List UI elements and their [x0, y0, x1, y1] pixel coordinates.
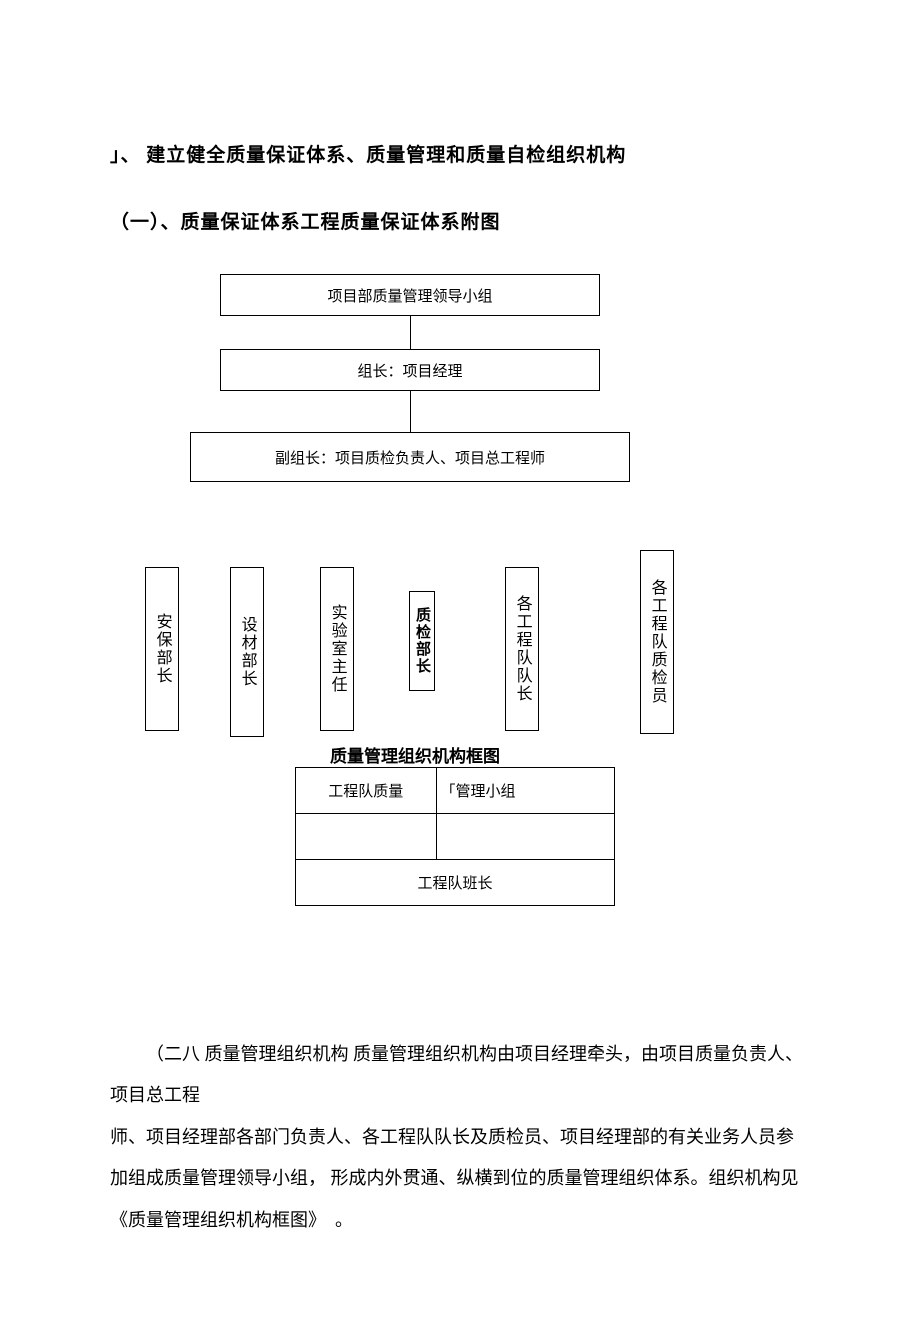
heading-1: 」、 建立健全质量保证体系、质量管理和质量自检组织机构 [110, 140, 810, 167]
dept-box-v4: 质检部长 [409, 591, 435, 691]
sub-table: 工程队质量「管理小组工程队班长 [295, 767, 615, 906]
org-box-box3: 副组长：项目质检负责人、项目总工程师 [190, 432, 630, 482]
connector-1 [410, 391, 411, 432]
chart-subtitle: 质量管理组织机构框图 [330, 742, 500, 767]
org-box-box1: 项目部质量管理领导小组 [220, 274, 600, 316]
table-cell [296, 814, 437, 860]
org-box-box2: 组长：项目经理 [220, 349, 600, 391]
body-text: （二八 质量管理组织机构 质量管理组织机构由项目经理牵头，由项目质量负责人、项目… [110, 1034, 810, 1241]
dept-box-v2: 设材部长 [230, 567, 264, 737]
connector-0 [410, 316, 411, 349]
heading-2: （一）、质量保证体系工程质量保证体系附图 [110, 207, 810, 234]
dept-box-v5: 各工程队队长 [505, 567, 539, 731]
dept-box-v3: 实验室主任 [320, 567, 354, 731]
org-chart: 项目部质量管理领导小组组长：项目经理副组长：项目质检负责人、项目总工程师安保部长… [90, 274, 790, 994]
table-cell: 「管理小组 [436, 768, 614, 814]
dept-box-v1: 安保部长 [145, 567, 179, 731]
table-cell: 工程队班长 [296, 860, 615, 906]
table-cell [436, 814, 614, 860]
paragraph-2: 师、项目经理部各部门负责人、各工程队队长及质检员、项目经理部的有关业务人员参加组… [110, 1117, 810, 1241]
dept-box-v6: 各工程队质检员 [640, 550, 674, 734]
table-cell: 工程队质量 [296, 768, 437, 814]
paragraph-1: （二八 质量管理组织机构 质量管理组织机构由项目经理牵头，由项目质量负责人、项目… [110, 1034, 810, 1117]
